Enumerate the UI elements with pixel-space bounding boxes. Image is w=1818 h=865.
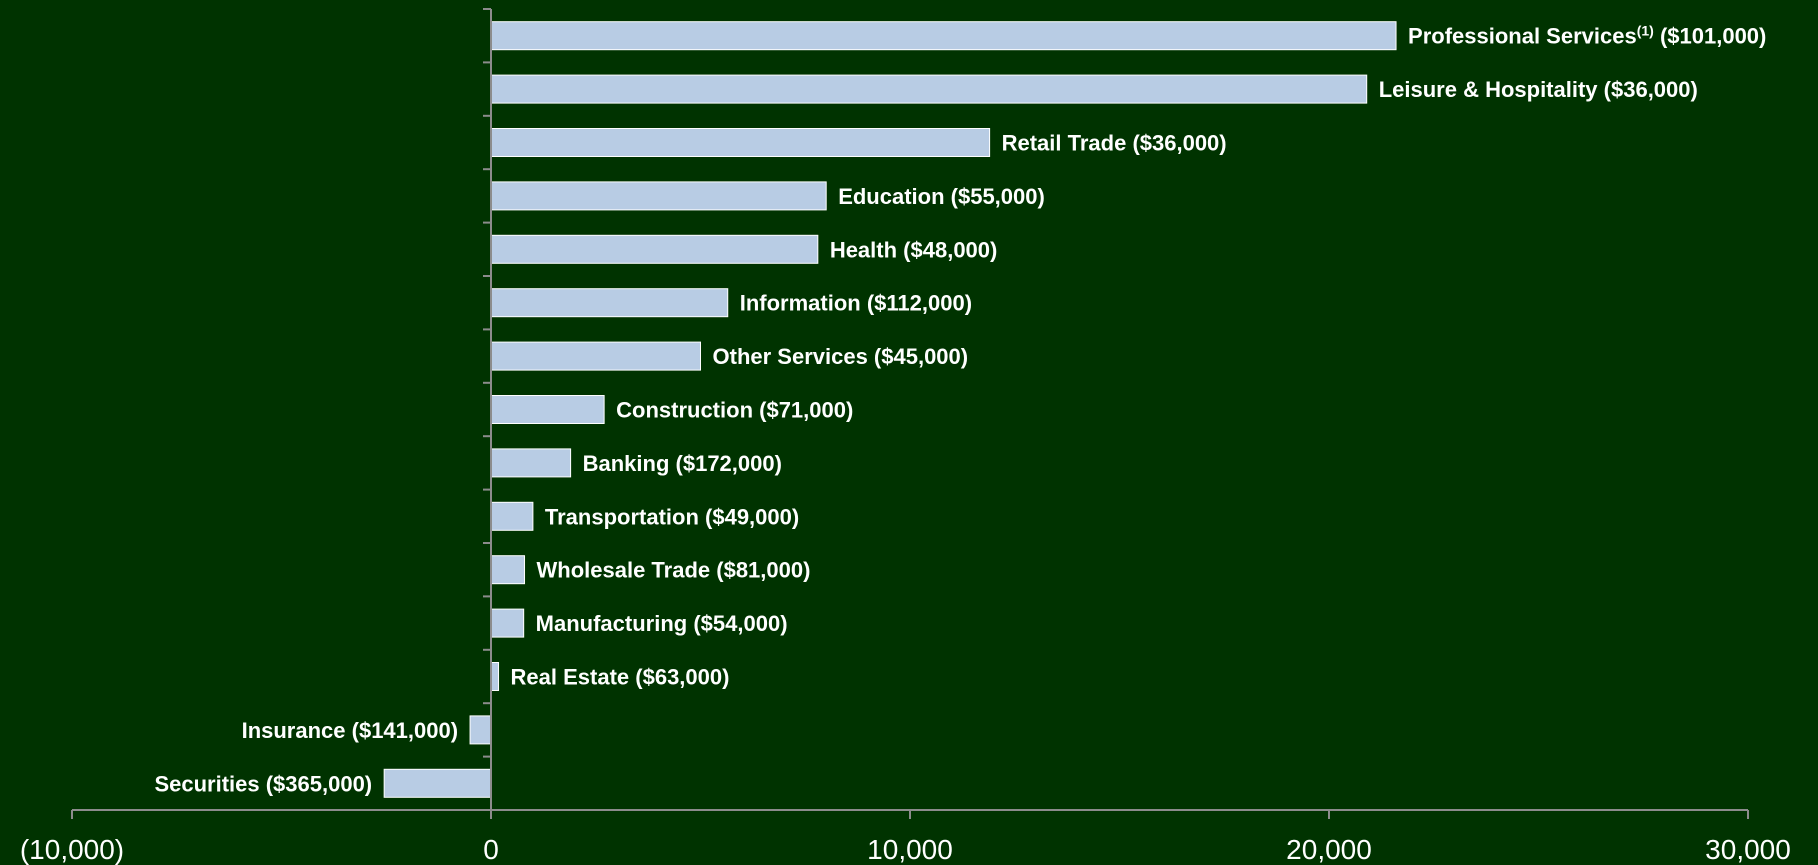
x-tick-label: (10,000): [20, 834, 124, 865]
wage-value: ($49,000): [699, 504, 799, 529]
category-name: Health: [830, 237, 897, 262]
category-name: Securities: [154, 771, 259, 796]
x-tick-label: 30,000: [1705, 834, 1791, 865]
wage-value: ($101,000): [1654, 24, 1767, 49]
bar-label: Leisure & Hospitality ($36,000): [1379, 77, 1698, 102]
bar-label: Information ($112,000): [740, 291, 972, 316]
bar-real-estate: [490, 662, 500, 691]
bar-label: Retail Trade ($36,000): [1002, 131, 1227, 156]
bar-label: Banking ($172,000): [583, 451, 782, 476]
wage-value: ($141,000): [346, 718, 459, 743]
wage-value: ($71,000): [753, 398, 853, 423]
bar-health: [490, 234, 819, 264]
x-tick-label: 20,000: [1286, 834, 1372, 865]
wage-value: ($63,000): [629, 665, 729, 690]
bar-manufacturing: [490, 608, 525, 638]
wage-value: ($36,000): [1126, 131, 1226, 156]
wage-value: ($112,000): [861, 291, 972, 316]
category-name: Education: [838, 184, 944, 209]
x-tick-label: 0: [483, 834, 499, 865]
bar-transportation: [490, 501, 534, 531]
bar-label: Education ($55,000): [838, 184, 1045, 209]
wage-value: ($81,000): [710, 558, 810, 583]
bar-label: Professional Services(1) ($101,000): [1408, 23, 1766, 49]
bar-information: [490, 288, 729, 318]
bar-label: Manufacturing ($54,000): [536, 611, 788, 636]
bar-banking: [490, 448, 572, 478]
category-name: Retail Trade: [1002, 131, 1127, 156]
bar-construction: [490, 395, 605, 424]
wage-value: ($365,000): [260, 771, 373, 796]
bar-label: Health ($48,000): [830, 237, 998, 262]
wage-value: ($54,000): [687, 611, 787, 636]
bars-layer: [383, 21, 1397, 798]
x-tick-label: 10,000: [867, 834, 953, 865]
bar-insurance: [469, 715, 492, 745]
category-name: Leisure & Hospitality: [1379, 77, 1599, 102]
bar-label: Transportation ($49,000): [545, 504, 799, 529]
category-name: Transportation: [545, 504, 699, 529]
category-name: Other Services: [713, 344, 868, 369]
category-name: Banking: [583, 451, 670, 476]
bar-securities: [383, 768, 492, 798]
category-name: Professional Services: [1408, 24, 1637, 49]
bar-other-services: [490, 341, 701, 371]
bar-label: Other Services ($45,000): [713, 344, 969, 369]
wage-value: ($48,000): [897, 237, 997, 262]
category-name: Insurance: [242, 718, 346, 743]
bar-label: Securities ($365,000): [154, 771, 372, 796]
bar-label: Wholesale Trade ($81,000): [537, 558, 811, 583]
bar-wholesale-trade: [490, 555, 526, 585]
bar-label: Real Estate ($63,000): [511, 665, 730, 690]
bar-label: Insurance ($141,000): [242, 718, 458, 743]
bar-retail-trade: [490, 128, 991, 157]
bar-label: Construction ($71,000): [616, 398, 853, 423]
category-name: Real Estate: [511, 665, 630, 690]
wage-value: ($55,000): [945, 184, 1045, 209]
category-name: Wholesale Trade: [537, 558, 711, 583]
axes-layer: [71, 8, 1749, 819]
labels-layer: Professional Services(1) ($101,000) Leisu…: [154, 23, 1766, 797]
x-tick-labels-layer: (10,000) 0 10,000 20,000 30,000: [20, 834, 1791, 865]
category-name: Construction: [616, 398, 753, 423]
wage-value: ($36,000): [1598, 77, 1698, 102]
bar-professional-services: [490, 21, 1397, 51]
category-name: Manufacturing: [536, 611, 688, 636]
footnote-marker: (1): [1637, 23, 1654, 39]
bar-leisure-hospitality: [490, 74, 1368, 104]
wage-value: ($45,000): [868, 344, 968, 369]
category-name: Information: [740, 291, 861, 316]
wage-value: ($172,000): [669, 451, 782, 476]
bar-education: [490, 181, 827, 211]
